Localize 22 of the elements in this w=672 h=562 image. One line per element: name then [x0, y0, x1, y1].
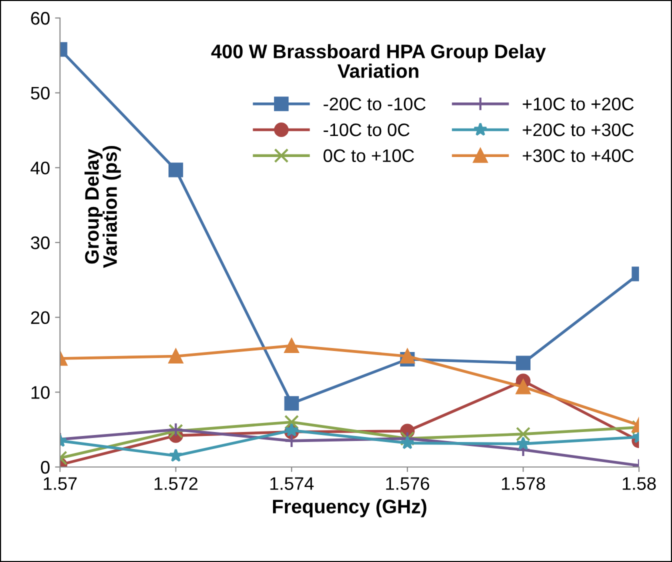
y-tick-label: 50: [30, 86, 50, 100]
y-axis-title: Group Delay Variation (ps): [84, 146, 121, 268]
x-tick-label: 1.576: [386, 477, 430, 490]
x-tick-label: 1.57: [44, 477, 77, 490]
x-tick-label: 1.574: [270, 477, 314, 490]
legend-label: -10C to 0C: [324, 123, 410, 136]
y-tick-label: 20: [31, 311, 50, 324]
legend-label: +20C to +30C: [522, 123, 634, 136]
x-axis-title: Frequency (GHz): [273, 499, 426, 518]
y-tick-label: 40: [30, 162, 50, 174]
legend-label: +30C to +40C: [522, 149, 634, 162]
x-tick-label: 1.572: [154, 477, 198, 490]
legend-label: -20C to -10C: [324, 98, 426, 110]
y-tick-label: 30: [30, 236, 50, 250]
legend-label: +10C to +20C: [522, 98, 634, 110]
x-tick-label: 1.578: [502, 477, 546, 490]
text: 400 W Brassboard HPA Group Delay Variation: [211, 44, 546, 78]
y-tick-label: 60: [31, 12, 50, 25]
x-tick-label: 1.58: [622, 477, 656, 490]
y-tick-label: 0: [40, 460, 50, 474]
y-tick-label: 10: [32, 386, 50, 399]
legend-label: 0C to +10C: [324, 149, 414, 162]
